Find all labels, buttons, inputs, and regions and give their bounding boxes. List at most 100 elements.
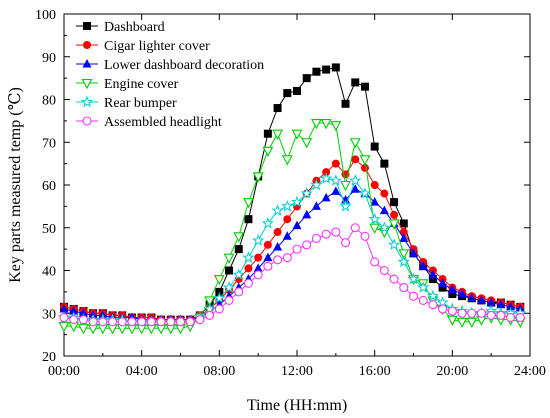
data-point (349, 138, 361, 149)
data-point (350, 223, 360, 233)
data-point (351, 78, 360, 87)
data-point (329, 174, 342, 186)
data-point (311, 201, 321, 210)
data-point (320, 172, 333, 184)
data-point (397, 255, 410, 268)
data-point (78, 308, 88, 317)
legend-item: Rear bumper (76, 95, 177, 111)
x-tick-label: 08:00 (203, 364, 235, 379)
y-tick-label: 30 (42, 307, 56, 322)
data-point (107, 317, 118, 327)
data-point (438, 283, 447, 292)
series-layer (57, 63, 527, 335)
data-point (273, 255, 283, 265)
data-point (272, 129, 283, 140)
data-point (98, 317, 108, 327)
data-point (82, 59, 92, 68)
data-point (244, 264, 253, 273)
data-point (302, 209, 312, 219)
x-tick-label: 12:00 (281, 364, 313, 379)
data-point (428, 269, 438, 279)
y-tick-label: 40 (42, 265, 56, 280)
data-point (292, 220, 302, 230)
data-point (195, 315, 205, 325)
data-point (426, 289, 440, 302)
data-point (225, 266, 234, 275)
data-point (320, 118, 332, 130)
data-point (322, 168, 331, 177)
data-point (321, 192, 331, 202)
data-point (234, 245, 243, 254)
legend-label: Assembled headlight (104, 115, 222, 130)
data-point (156, 317, 166, 327)
data-point (447, 284, 457, 294)
data-point (476, 295, 486, 304)
data-point (457, 289, 467, 298)
data-point (69, 315, 79, 325)
data-point (322, 65, 331, 74)
data-point (370, 257, 380, 267)
data-point (262, 146, 274, 157)
legend-item: Cigar lighter cover (76, 39, 210, 54)
data-point (243, 198, 254, 209)
data-point (390, 210, 399, 219)
data-point (271, 204, 284, 216)
data-point (340, 238, 351, 248)
series-assembled-headlight (59, 223, 525, 327)
data-point (175, 317, 186, 327)
data-point (242, 251, 255, 263)
data-point (350, 184, 360, 193)
data-point (438, 278, 448, 287)
legend-label: Engine cover (104, 77, 179, 92)
data-point (390, 198, 399, 207)
data-point (83, 41, 91, 49)
y-tick-label: 100 (35, 8, 56, 23)
data-point (447, 306, 457, 316)
legend-item: Dashboard (76, 20, 165, 35)
data-point (146, 317, 156, 327)
data-point (302, 74, 311, 83)
data-point (496, 310, 506, 320)
data-point (360, 82, 369, 91)
data-point (399, 219, 408, 228)
data-point (273, 241, 283, 251)
data-point (243, 278, 254, 288)
data-point (185, 317, 195, 327)
data-point (506, 301, 516, 311)
data-point (389, 274, 399, 284)
data-point (59, 303, 69, 313)
data-point (418, 295, 428, 305)
data-point (331, 63, 340, 72)
data-point (486, 297, 496, 307)
data-point (273, 228, 282, 237)
data-point (438, 304, 448, 314)
data-point (204, 296, 216, 307)
data-point (232, 268, 245, 280)
y-tick-label: 90 (42, 51, 56, 66)
data-point (341, 99, 350, 108)
data-point (428, 300, 438, 310)
data-point (281, 155, 293, 166)
data-point (293, 86, 301, 95)
x-tick-label: 20:00 (436, 364, 468, 379)
data-point (457, 308, 467, 318)
data-point (283, 89, 292, 98)
data-point (311, 118, 322, 130)
series-cigar-lighter-cover (60, 155, 525, 324)
legend-label: Cigar lighter cover (104, 39, 210, 54)
data-point (59, 312, 69, 323)
data-point (312, 67, 321, 76)
x-tick-label: 16:00 (359, 364, 391, 379)
data-point (78, 324, 89, 335)
data-point (166, 317, 176, 327)
legend-item: Engine cover (76, 77, 179, 92)
data-point (506, 312, 516, 323)
data-point (82, 116, 92, 126)
data-point (409, 248, 418, 257)
data-point (310, 178, 323, 191)
x-tick-label: 00:00 (48, 364, 80, 379)
data-point (379, 205, 389, 215)
legend: Dashboard Cigar lighter cover Lower dashbo… (76, 20, 264, 130)
data-point (448, 290, 457, 299)
data-point (339, 199, 352, 212)
